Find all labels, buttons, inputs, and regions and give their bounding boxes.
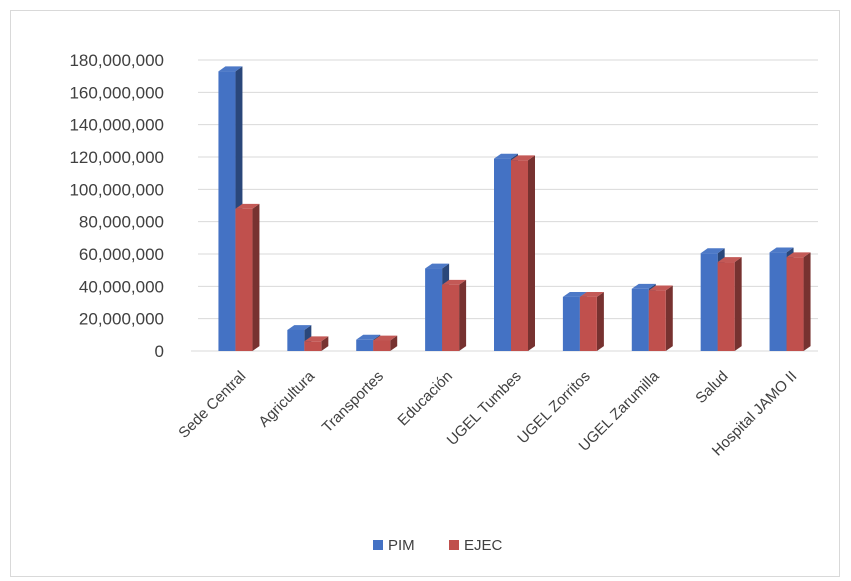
bar-top-face [442, 279, 467, 285]
bar-side-face [596, 291, 604, 351]
y-tick-label: 40,000,000 [79, 277, 164, 296]
y-tick-label: 20,000,000 [79, 310, 164, 329]
bar-side-face [390, 335, 398, 351]
bar-top-face [235, 203, 260, 209]
bar-top-face [700, 248, 725, 254]
bar-top-face [562, 291, 587, 297]
bar-front-face [494, 158, 511, 351]
bar-side-face [665, 285, 673, 351]
x-tick-label: Sede Central [175, 368, 249, 442]
bar-side-face [459, 279, 467, 351]
y-tick-label: 0 [155, 342, 164, 361]
bar-ejec [373, 335, 398, 351]
bar-front-face [769, 252, 787, 351]
bar-front-face [562, 296, 580, 351]
y-tick-label: 160,000,000 [69, 83, 164, 102]
y-tick-label: 80,000,000 [79, 213, 164, 232]
bar-front-face [304, 341, 322, 351]
x-tick-label: Agricultura [255, 367, 318, 430]
bar-top-face [631, 283, 656, 289]
bar-top-face [769, 247, 794, 253]
y-tick-label: 120,000,000 [69, 148, 164, 167]
bar-front-face [218, 71, 236, 352]
bar-side-face [734, 257, 742, 351]
legend-swatch-pim [373, 540, 383, 550]
y-tick-label: 60,000,000 [79, 245, 164, 264]
legend-swatch-ejec [449, 540, 459, 550]
x-tick-label: Transportes [319, 368, 387, 436]
bar-side-face [803, 252, 811, 351]
y-tick-label: 180,000,000 [69, 51, 164, 70]
bar-front-face [287, 329, 305, 351]
bars [218, 66, 811, 352]
x-tick-label: UGEL Tumbes [444, 368, 525, 449]
bar-side-face [528, 155, 535, 351]
bar-ejec [442, 279, 467, 351]
legend: PIM EJEC [373, 537, 503, 554]
bar-front-face [425, 268, 443, 351]
bar-top-face [373, 335, 398, 341]
bar-top-face [717, 257, 742, 263]
y-tick-label: 100,000,000 [69, 180, 164, 199]
bar-top-face [304, 336, 329, 342]
bar-front-face [511, 160, 528, 351]
bar-top-face [786, 252, 811, 258]
bar-top-face [511, 155, 535, 161]
bar-front-face [786, 257, 804, 351]
bar-front-face [700, 253, 718, 351]
bar-top-face [494, 153, 518, 159]
bar-ejec [304, 336, 329, 351]
bar-side-face [252, 203, 260, 351]
bar-ejec [648, 285, 673, 351]
bar-front-face [235, 208, 253, 351]
bar-ejec [235, 203, 260, 351]
x-tick-label: Educación [394, 368, 456, 430]
legend-label-ejec: EJEC [464, 537, 503, 554]
x-axis-ticks: Sede Central Agricultura Transportes Educac… [175, 367, 800, 459]
bar-ejec [511, 155, 535, 351]
bar-front-face [442, 284, 460, 351]
bar-front-face [648, 290, 666, 351]
bar-front-face [717, 262, 735, 351]
bar-ejec [786, 252, 811, 351]
y-axis-ticks: 0 20,000,000 40,000,000 60,000,000 80,000,00… [69, 51, 164, 361]
bar-top-face [287, 325, 312, 330]
bar-side-face [321, 336, 329, 351]
bar-front-face [579, 296, 597, 351]
bar-front-face [356, 339, 374, 351]
legend-label-pim: PIM [388, 537, 415, 554]
bar-ejec [579, 291, 604, 351]
y-tick-label: 140,000,000 [69, 116, 164, 135]
bar-top-face [579, 291, 604, 297]
x-tick-label: Salud [692, 368, 731, 407]
bar-top-face [218, 66, 243, 72]
bar-top-face [356, 334, 381, 340]
bar-front-face [631, 288, 649, 351]
bar-front-face [373, 340, 391, 351]
bar-top-face [648, 285, 673, 291]
bar-ejec [717, 257, 742, 351]
bar-top-face [425, 263, 450, 269]
